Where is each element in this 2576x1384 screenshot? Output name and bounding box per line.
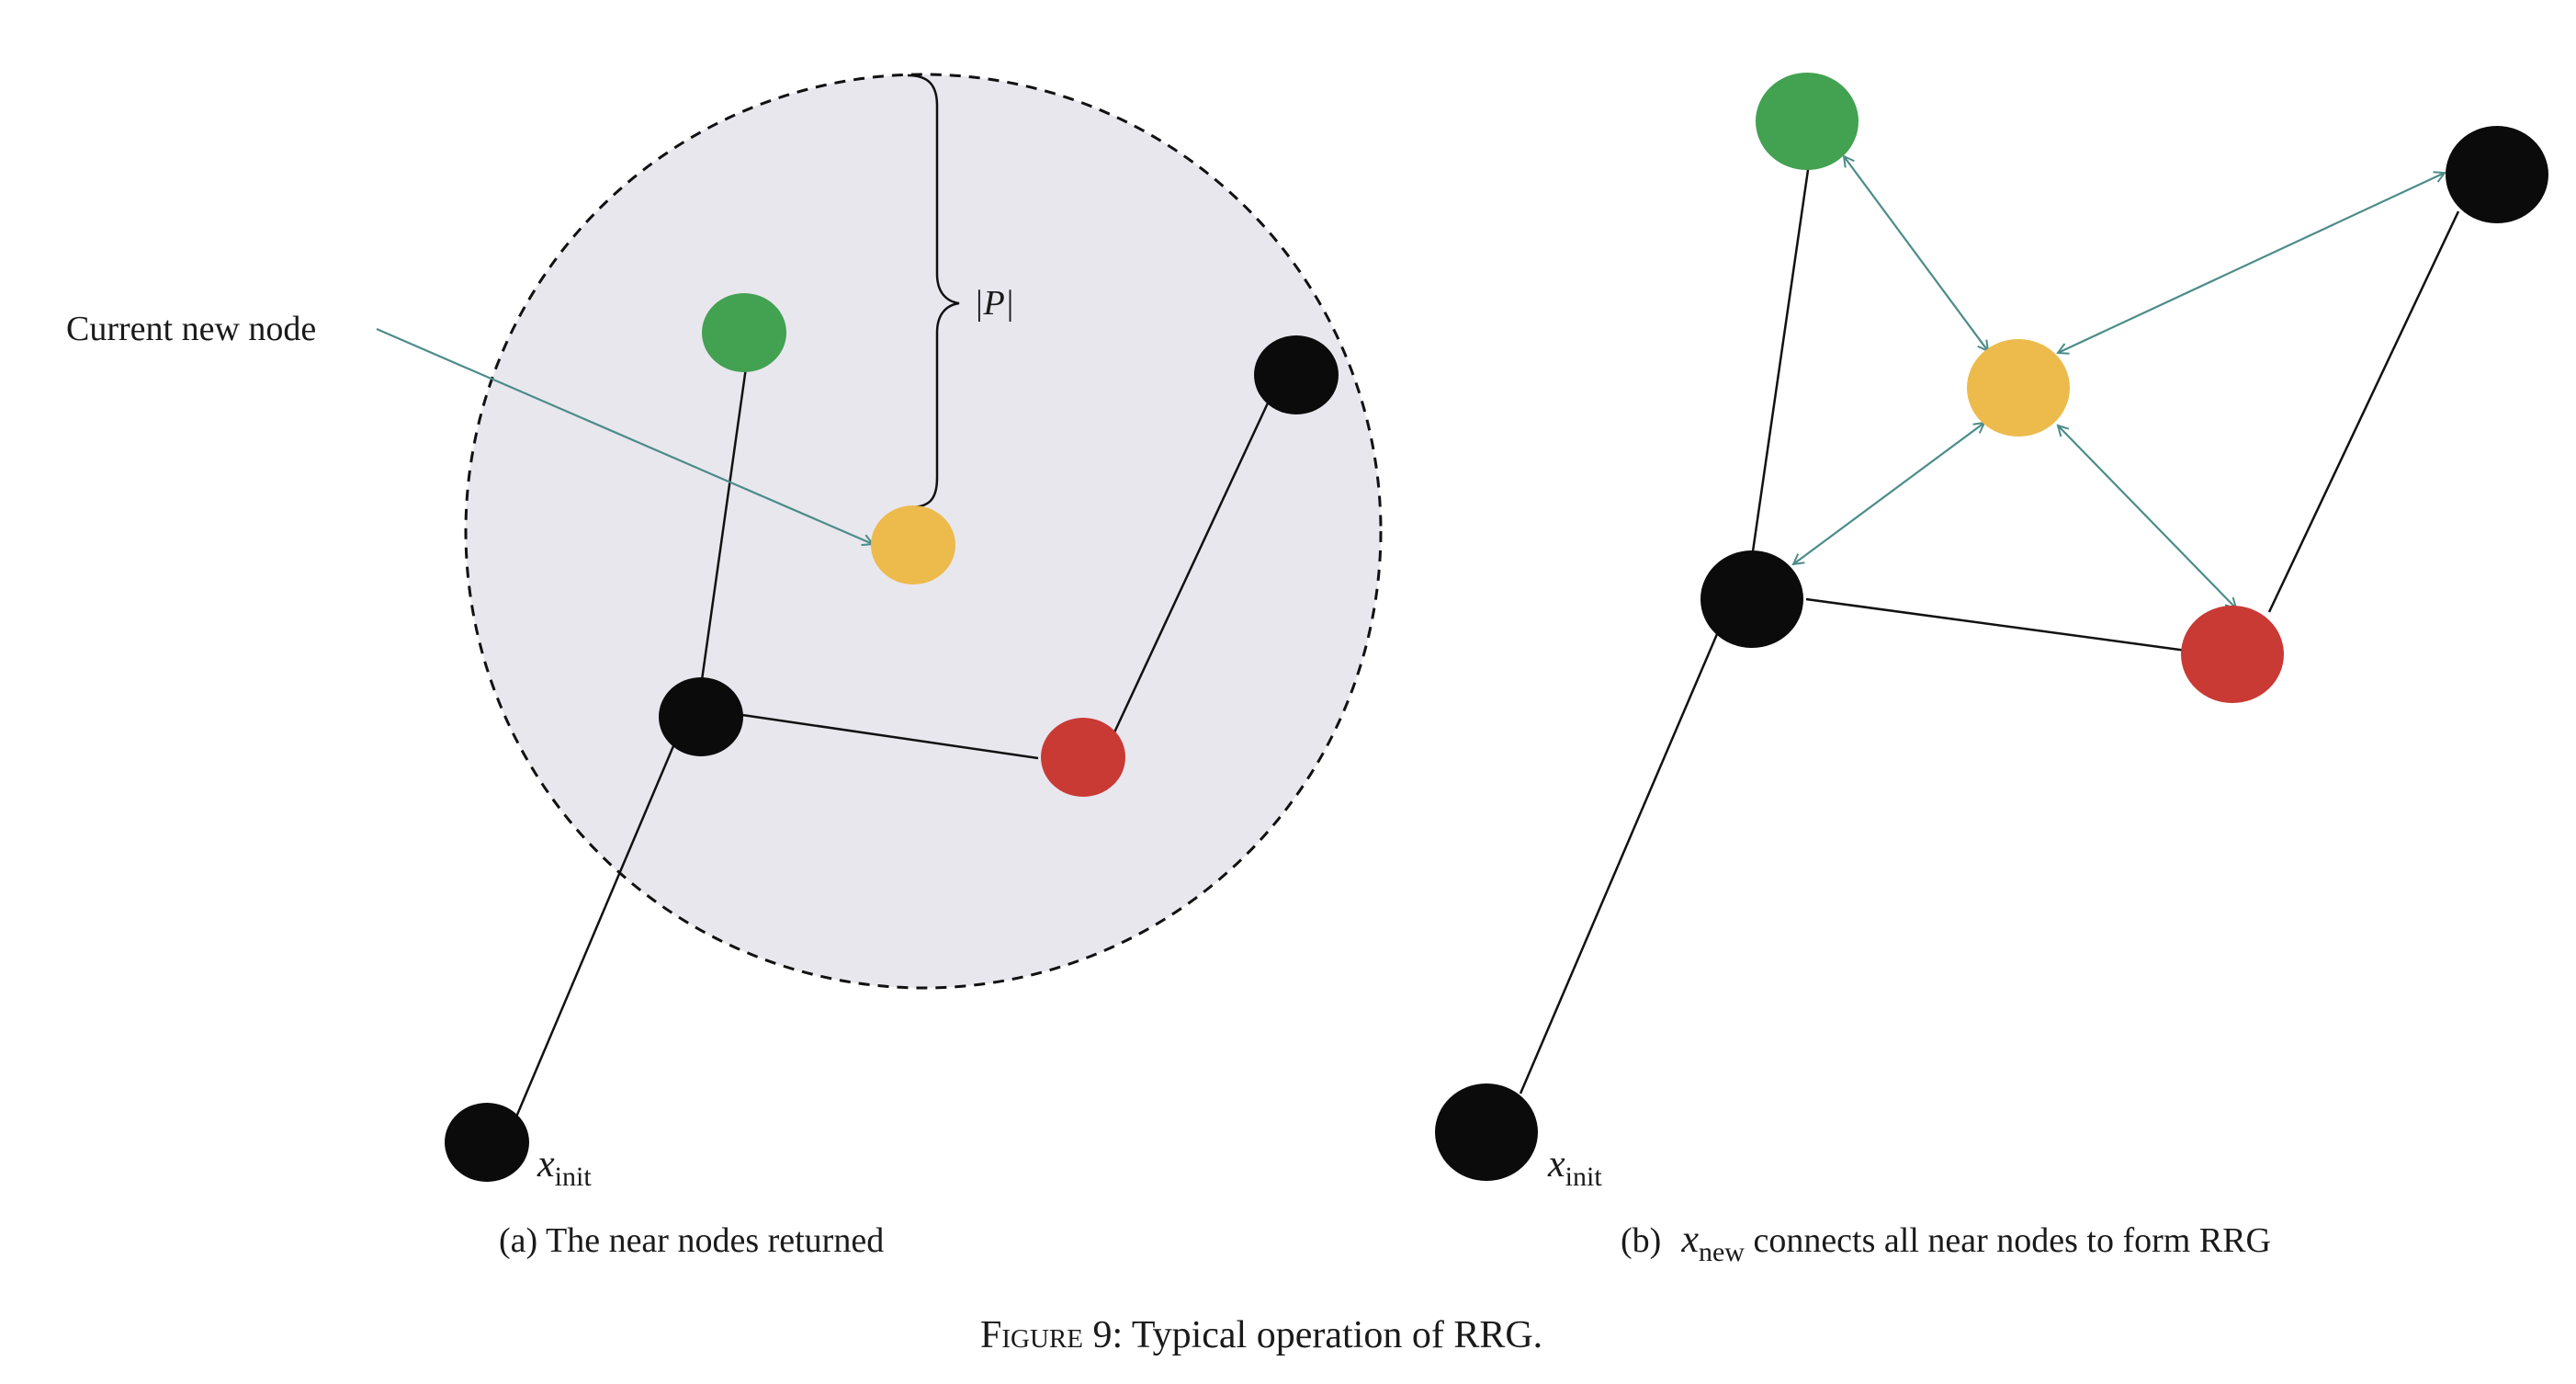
node-new-yellow	[871, 505, 955, 584]
tree-edges-a	[513, 367, 1273, 1122]
figure-caption-label: Figure 9	[980, 1314, 1112, 1356]
caption-b-prefix: (b)	[1621, 1221, 1661, 1260]
x-init-sub-a: init	[555, 1162, 593, 1192]
node-b-red	[2181, 606, 2284, 703]
edge-center-green	[700, 367, 748, 681]
figure-caption-text: : Typical operation of RRG.	[1112, 1314, 1542, 1356]
edge-b-center-green	[1751, 163, 1811, 552]
caption-b-rest: connects all near nodes to form RRG	[1745, 1221, 2271, 1260]
tree-edges-b	[1519, 163, 2460, 1095]
node-green	[702, 293, 786, 372]
link-new-center	[1793, 423, 1984, 564]
link-new-red	[2058, 425, 2236, 608]
callout-label: Current new node	[66, 310, 316, 348]
panel-a: Current new node |P| xinit (a) The near …	[66, 73, 1383, 1260]
bracket-label: |P|	[974, 284, 1014, 323]
rrg-connections	[1793, 156, 2445, 608]
figure-caption: Figure 9: Typical operation of RRG.	[980, 1314, 1542, 1356]
callout-arrow	[376, 327, 873, 544]
link-new-green	[1844, 156, 1988, 351]
x-init-sub-b: init	[1565, 1162, 1603, 1192]
edge-init-center	[513, 734, 680, 1122]
distance-brace	[907, 74, 960, 509]
edge-b-init-center	[1519, 627, 1722, 1095]
node-b-black-center	[1700, 550, 1803, 648]
node-b-new-yellow	[1967, 339, 2070, 437]
x-init-base-a: x	[537, 1143, 555, 1185]
caption-b-var-base: x	[1680, 1219, 1699, 1261]
node-init	[445, 1103, 529, 1182]
caption-b: (b) xnew connects all near nodes to form …	[1621, 1219, 2271, 1267]
x-init-label-b: xinit	[1547, 1143, 1602, 1192]
caption-b-var-sub: new	[1699, 1237, 1745, 1267]
panel-b: xinit (b) xnew connects all near nodes to…	[1435, 73, 2548, 1267]
x-init-base-b: x	[1547, 1143, 1565, 1185]
edge-center-red	[741, 713, 1039, 760]
node-red	[1041, 718, 1125, 797]
node-b-init	[1435, 1083, 1538, 1181]
node-black-center	[659, 677, 743, 756]
node-b-green	[1756, 73, 1859, 170]
edge-red-black	[1113, 394, 1273, 733]
node-black-top	[1254, 335, 1339, 414]
edge-b-center-red	[1805, 597, 2187, 652]
link-new-black	[2058, 173, 2445, 353]
edge-b-red-black	[2267, 210, 2460, 613]
caption-a: (a) The near nodes returned	[499, 1221, 884, 1260]
node-b-black-top	[2446, 126, 2548, 223]
x-init-label-a: xinit	[537, 1143, 592, 1192]
